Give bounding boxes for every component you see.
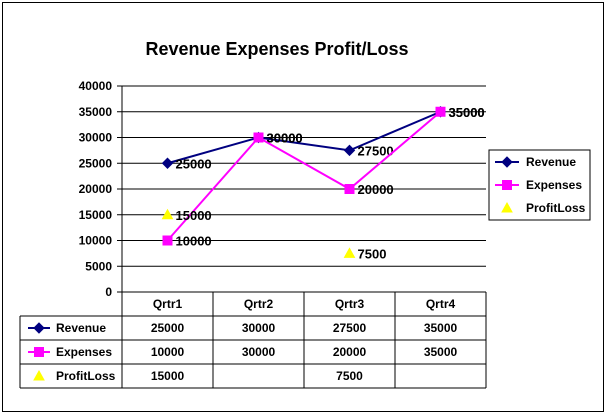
legend-marker-revenue	[501, 156, 513, 168]
table-key-marker-expenses	[34, 347, 44, 357]
point-expenses	[162, 235, 173, 246]
series-profitloss: 15000 7500	[161, 208, 387, 261]
legend-marker-profitloss	[501, 201, 513, 213]
table-row-label: Expenses	[56, 345, 112, 359]
series-expenses: 10000 30000 20000 35000	[162, 105, 485, 249]
table-cell: 10000	[151, 345, 185, 359]
legend: Revenue Expenses ProfitLoss	[488, 149, 591, 221]
table-cell: 27500	[333, 321, 367, 335]
point-profitloss	[343, 247, 356, 258]
data-label-profitloss: 7500	[358, 246, 387, 261]
table-cell: 35000	[424, 321, 458, 335]
data-label-expenses: 10000	[176, 234, 212, 249]
x-tick-label: Qrtr1	[153, 297, 183, 311]
data-label-revenue: 30000	[267, 131, 303, 146]
y-tick-label: 10000	[79, 234, 113, 248]
series-line-revenue	[167, 110, 441, 165]
data-label-revenue: 25000	[176, 156, 212, 171]
table-cell: 7500	[336, 369, 363, 383]
point-expenses	[344, 184, 355, 194]
point-profitloss	[161, 208, 174, 220]
legend-entry: Revenue	[526, 155, 576, 169]
table-key-marker-revenue	[33, 322, 45, 334]
data-table: Qrtr1 Qrtr2 Qrtr3 Qrtr4 Revenue 25000 30000 275…	[19, 291, 487, 389]
data-label-profitloss: 15000	[176, 208, 212, 223]
x-tick-label: Qrtr3	[335, 297, 365, 311]
chart-title: Revenue Expenses Profit/Loss	[145, 39, 408, 59]
data-label-revenue: 27500	[358, 143, 394, 158]
table-row-label: Revenue	[56, 321, 106, 335]
y-tick-label: 35000	[79, 105, 113, 119]
table-cell: 30000	[242, 321, 276, 335]
y-tick-label: 15000	[79, 208, 113, 222]
point-expenses	[253, 132, 264, 143]
y-tick-label: 30000	[79, 131, 113, 145]
x-tick-label: Qrtr4	[426, 297, 456, 311]
y-axis: 0 5000 10000 15000 20000 25000 30000 35000 40000	[79, 79, 123, 299]
series-line-expenses	[166, 110, 442, 242]
table-cell: 30000	[242, 345, 276, 359]
data-label-expenses: 35000	[449, 105, 485, 120]
data-label-revenue: 35000	[449, 105, 485, 120]
legend-entry: Expenses	[526, 178, 582, 192]
y-tick-label: 25000	[79, 156, 113, 170]
gridlines	[122, 85, 486, 293]
table-key-marker-profitloss	[33, 369, 45, 381]
table-cell: 35000	[424, 345, 458, 359]
y-tick-label: 40000	[79, 79, 113, 93]
y-tick-label: 20000	[79, 182, 113, 196]
point-revenue	[161, 157, 174, 169]
point-revenue	[343, 144, 356, 157]
legend-marker-expenses	[502, 180, 512, 190]
point-expenses	[435, 106, 446, 117]
legend-entry: ProfitLoss	[526, 201, 586, 215]
table-cell: 20000	[333, 345, 367, 359]
data-label-expenses: 20000	[358, 182, 394, 197]
y-tick-label: 0	[105, 285, 112, 299]
x-tick-label: Qrtr2	[244, 297, 274, 311]
y-tick-label: 5000	[85, 259, 112, 273]
table-row-label: ProfitLoss	[56, 369, 116, 383]
table-cell: 25000	[151, 321, 185, 335]
table-cell: 15000	[151, 369, 185, 383]
data-label-expenses: 30000	[267, 131, 303, 146]
